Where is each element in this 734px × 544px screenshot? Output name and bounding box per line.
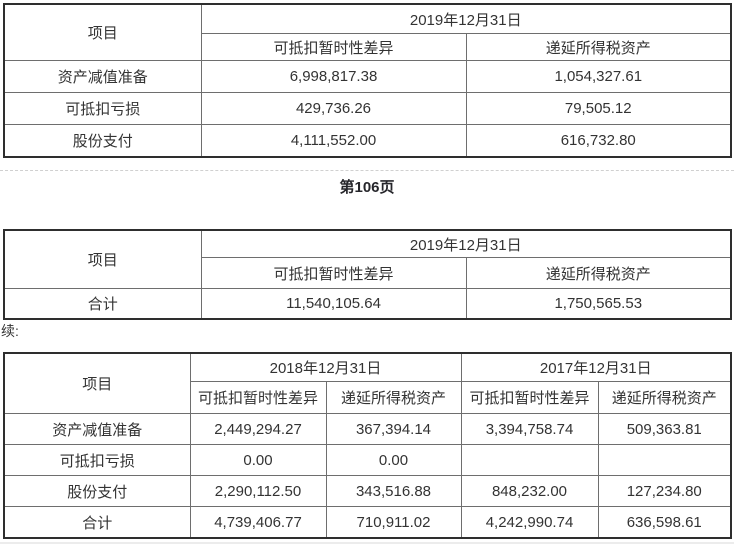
- cell-value: 0.00: [325, 444, 462, 476]
- deferred-tax-table-2018-2017: 项目 2018年12月31日 2017年12月31日 可抵扣暂时性差异 递延所得…: [3, 352, 732, 539]
- page-number-label: 第106页: [339, 179, 395, 196]
- column-header-deductible-diff: 可抵扣暂时性差异: [200, 257, 467, 289]
- row-label: 资产减值准备: [3, 413, 191, 445]
- table-row: 合计 11,540,105.64 1,750,565.53: [3, 288, 732, 320]
- period-header-2019: 2019年12月31日: [200, 3, 732, 34]
- row-label: 可抵扣亏损: [3, 92, 202, 125]
- table-row: 可抵扣亏损 0.00 0.00: [3, 444, 732, 476]
- cell-value: 6,998,817.38: [200, 60, 467, 93]
- cell-value: 710,911.02: [325, 506, 462, 539]
- cell-value: 343,516.88: [325, 475, 462, 507]
- column-header-deductible-diff: 可抵扣暂时性差异: [189, 381, 327, 414]
- cell-value: 429,736.26: [200, 92, 467, 125]
- cell-value: 1,750,565.53: [465, 288, 732, 320]
- cell-value: [460, 444, 599, 476]
- cell-value: 2,449,294.27: [189, 413, 327, 445]
- corner-header: 项目: [3, 3, 202, 61]
- cell-value: 4,739,406.77: [189, 506, 327, 539]
- row-label: 合计: [3, 288, 202, 320]
- cell-value: 1,054,327.61: [465, 60, 732, 93]
- cell-value: 3,394,758.74: [460, 413, 599, 445]
- period-header-2017: 2017年12月31日: [460, 352, 732, 382]
- period-header-2018: 2018年12月31日: [189, 352, 462, 382]
- deferred-tax-total-table-2019: 项目 2019年12月31日 可抵扣暂时性差异 递延所得税资产 合计 11,54…: [3, 229, 732, 320]
- column-header-deductible-diff: 可抵扣暂时性差异: [200, 33, 467, 61]
- continuation-label: 续:: [1, 323, 19, 339]
- table-row: 合计 4,739,406.77 710,911.02 4,242,990.74 …: [3, 506, 732, 539]
- row-label: 股份支付: [3, 475, 191, 507]
- table-row: 资产减值准备 6,998,817.38 1,054,327.61: [3, 60, 732, 93]
- table-row: 股份支付 2,290,112.50 343,516.88 848,232.00 …: [3, 475, 732, 507]
- row-label: 资产减值准备: [3, 60, 202, 93]
- period-header-2019: 2019年12月31日: [200, 229, 732, 258]
- cell-value: 2,290,112.50: [189, 475, 327, 507]
- cell-value: 636,598.61: [597, 506, 732, 539]
- cell-value: 127,234.80: [597, 475, 732, 507]
- cell-value: 4,111,552.00: [200, 124, 467, 158]
- cell-value: 11,540,105.64: [200, 288, 467, 320]
- table-row: 资产减值准备 2,449,294.27 367,394.14 3,394,758…: [3, 413, 732, 445]
- column-header-deferred-tax-asset: 递延所得税资产: [465, 257, 732, 289]
- table-row: 股份支付 4,111,552.00 616,732.80: [3, 124, 732, 158]
- column-header-deductible-diff: 可抵扣暂时性差异: [460, 381, 599, 414]
- cell-value: [597, 444, 732, 476]
- row-label: 股份支付: [3, 124, 202, 158]
- cell-value: 0.00: [189, 444, 327, 476]
- column-header-deferred-tax-asset: 递延所得税资产: [465, 33, 732, 61]
- table-row: 可抵扣亏损 429,736.26 79,505.12: [3, 92, 732, 125]
- cell-value: 79,505.12: [465, 92, 732, 125]
- cell-value: 848,232.00: [460, 475, 599, 507]
- column-header-deferred-tax-asset: 递延所得税资产: [325, 381, 462, 414]
- corner-header: 项目: [3, 229, 202, 289]
- cell-value: 367,394.14: [325, 413, 462, 445]
- corner-header: 项目: [3, 352, 191, 414]
- column-header-deferred-tax-asset: 递延所得税资产: [597, 381, 732, 414]
- page-break-divider: [0, 170, 734, 171]
- cell-value: 509,363.81: [597, 413, 732, 445]
- row-label: 可抵扣亏损: [3, 444, 191, 476]
- cell-value: 616,732.80: [465, 124, 732, 158]
- cell-value: 4,242,990.74: [460, 506, 599, 539]
- deferred-tax-table-2019: 项目 2019年12月31日 可抵扣暂时性差异 递延所得税资产 资产减值准备 6…: [3, 3, 732, 158]
- row-label: 合计: [3, 506, 191, 539]
